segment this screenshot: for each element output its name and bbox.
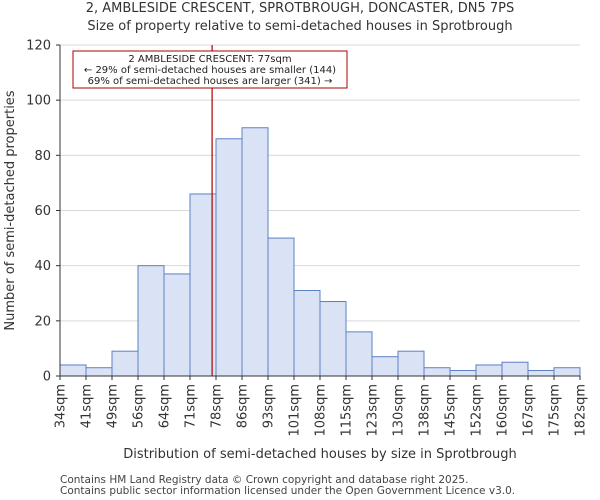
histogram-bar bbox=[215, 138, 243, 377]
chart-title-line-2: Size of property relative to semi-detach… bbox=[87, 19, 513, 34]
histogram-bar bbox=[397, 350, 425, 377]
x-tick-label: 49sqm bbox=[106, 384, 121, 428]
x-tick-label: 56sqm bbox=[132, 384, 147, 428]
chart-title-line-1: 2, AMBLESIDE CRESCENT, SPROTBROUGH, DONC… bbox=[85, 1, 515, 16]
histogram-bar bbox=[111, 350, 139, 377]
x-tick-label: 152sqm bbox=[470, 384, 485, 437]
x-tick-label: 167sqm bbox=[522, 384, 537, 437]
y-tick-label: 40 bbox=[34, 259, 51, 274]
y-tick-label: 20 bbox=[34, 314, 51, 329]
x-tick-label: 175sqm bbox=[548, 384, 563, 437]
x-tick-label: 93sqm bbox=[262, 384, 277, 428]
x-tick-label: 86sqm bbox=[236, 384, 251, 428]
annotation-box bbox=[72, 50, 348, 89]
histogram-bar bbox=[59, 364, 87, 377]
x-tick-label: 41sqm bbox=[80, 384, 95, 428]
histogram-bar bbox=[163, 273, 191, 377]
histogram-bar bbox=[267, 237, 295, 377]
histogram-bar bbox=[527, 369, 555, 377]
histogram-bar bbox=[501, 361, 529, 377]
annotation-line: 69% of semi-detached houses are larger (… bbox=[88, 76, 333, 87]
histogram-bar bbox=[319, 301, 347, 377]
x-tick-label: 71sqm bbox=[184, 384, 199, 428]
x-tick-label: 101sqm bbox=[288, 384, 303, 437]
x-tick-label: 115sqm bbox=[340, 384, 355, 437]
histogram-bar bbox=[241, 127, 269, 377]
histogram-chart: 0 20 40 60 80 100 120 34sqm 41sqm 49sqm 56sqm 64sqm… bbox=[3, 39, 589, 463]
histogram-bar bbox=[475, 364, 503, 377]
histogram-bar bbox=[449, 369, 477, 377]
histogram-bar bbox=[371, 356, 399, 377]
footer-licence: Contains public sector information licen… bbox=[60, 485, 516, 497]
x-tick-label: 34sqm bbox=[54, 384, 69, 428]
x-tick-label: 182sqm bbox=[574, 384, 589, 437]
x-tick-label: 160sqm bbox=[496, 384, 511, 437]
y-tick-label: 60 bbox=[34, 204, 51, 219]
y-tick-label: 120 bbox=[26, 39, 51, 54]
x-tick-label: 108sqm bbox=[314, 384, 329, 437]
y-tick-label: 100 bbox=[26, 94, 51, 109]
y-tick-label: 0 bbox=[43, 370, 51, 385]
x-tick-label: 138sqm bbox=[418, 384, 433, 437]
histogram-bar bbox=[345, 331, 373, 377]
y-axis-title: Number of semi-detached properties bbox=[3, 90, 18, 330]
x-axis-title: Distribution of semi-detached houses by … bbox=[123, 447, 517, 462]
histogram-bar bbox=[553, 367, 581, 377]
histogram-bar bbox=[423, 367, 451, 377]
y-tick-label: 80 bbox=[34, 149, 51, 164]
histogram-bar bbox=[293, 289, 321, 377]
x-tick-label: 130sqm bbox=[392, 384, 407, 437]
histogram-bar bbox=[85, 367, 113, 377]
histogram-bar bbox=[137, 265, 165, 377]
x-tick-label: 123sqm bbox=[366, 384, 381, 437]
x-tick-label: 145sqm bbox=[444, 384, 459, 437]
annotation-line: ← 29% of semi-detached houses are smalle… bbox=[84, 65, 336, 76]
footer-copyright: Contains HM Land Registry data © Crown c… bbox=[60, 474, 469, 486]
annotation-line: 2 AMBLESIDE CRESCENT: 77sqm bbox=[128, 54, 291, 65]
x-tick-label: 78sqm bbox=[210, 384, 225, 428]
x-tick-label: 64sqm bbox=[158, 384, 173, 428]
